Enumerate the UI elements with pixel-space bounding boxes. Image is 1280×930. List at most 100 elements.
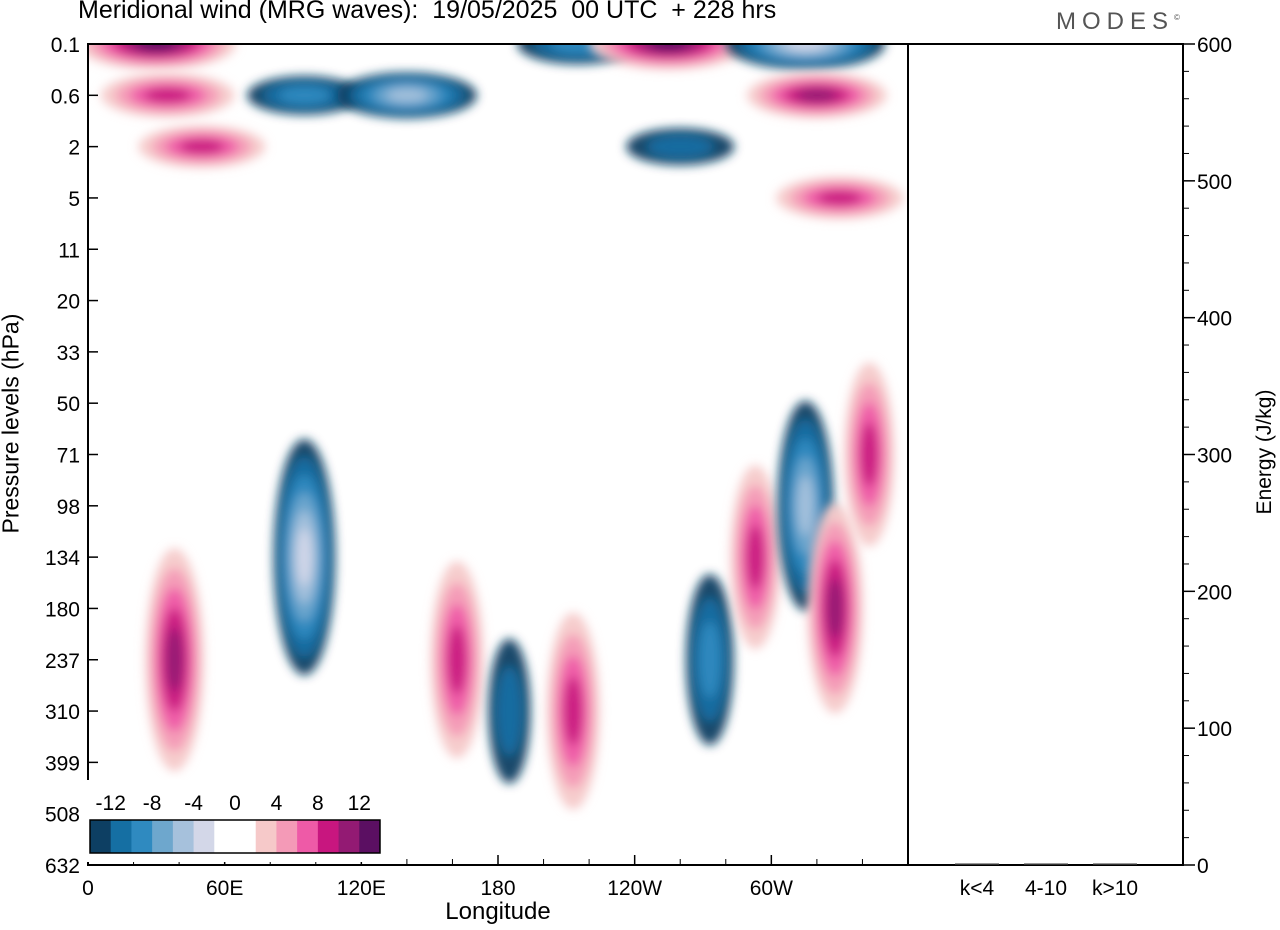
- y-tick-label: 98: [57, 496, 80, 519]
- y-tick-label: 11: [58, 239, 80, 262]
- heat-cell-11: [145, 548, 204, 772]
- heat-contour: [278, 86, 330, 104]
- energy-tick-label: 500: [1197, 171, 1232, 194]
- heat-contour: [647, 135, 714, 159]
- heat-contour: [796, 88, 837, 102]
- energy-category-label: k>10: [1092, 877, 1138, 900]
- energy-tick-label: 400: [1197, 308, 1232, 331]
- y-tick-label: 5: [68, 188, 80, 211]
- heat-cell-3: [247, 75, 362, 115]
- colorbar-label: 0: [229, 792, 241, 815]
- colorbar-frame: [89, 819, 381, 854]
- y-tick-label: 2: [68, 137, 80, 160]
- colorbar-label: 4: [271, 792, 283, 815]
- heatmap-field: [88, 44, 904, 810]
- chart-title: Meridional wind (MRG waves): 19/05/2025 …: [78, 0, 777, 24]
- y-tick-label: 134: [45, 547, 80, 570]
- y-tick-label: 237: [45, 650, 80, 673]
- heat-contour: [144, 87, 191, 104]
- x-tick-label: 0: [82, 877, 94, 900]
- colorbar-swatch: [255, 820, 277, 853]
- x-tick-label: 60E: [206, 877, 243, 900]
- y-tick-label: 399: [45, 752, 80, 775]
- heat-cell-9: [746, 72, 887, 119]
- heat-contour: [137, 44, 176, 51]
- heat-contour: [649, 44, 689, 51]
- colorbar-swatch: [338, 820, 360, 853]
- heat-contour: [496, 666, 523, 756]
- y-tick-label: 632: [45, 855, 80, 878]
- energy-tick-label: 100: [1197, 718, 1232, 741]
- y-tick-label: 71: [57, 445, 80, 468]
- colorbar-label: 12: [348, 792, 371, 815]
- colorbar-label: -4: [184, 792, 203, 815]
- heat-contour: [817, 190, 862, 206]
- energy-tick-label: 0: [1197, 855, 1209, 878]
- colorbar-swatch: [110, 820, 132, 853]
- heat-cell-10: [776, 176, 904, 220]
- heat-cell-13: [430, 561, 484, 759]
- heat-cell-1: [100, 73, 235, 118]
- heat-cell-0: [88, 44, 236, 70]
- heat-contour: [166, 627, 183, 692]
- energy-bar-k<4: [955, 863, 999, 865]
- y-tick-label: 180: [45, 598, 80, 621]
- heat-contour: [296, 528, 312, 586]
- energy-category-label: k<4: [960, 877, 995, 900]
- heat-cell-12: [273, 439, 336, 676]
- energy-category-label: 4-10: [1025, 877, 1067, 900]
- energy-tick-label: 300: [1197, 445, 1232, 468]
- heat-contour: [447, 625, 467, 695]
- colorbar-swatch: [276, 820, 298, 853]
- heat-contour: [179, 139, 224, 155]
- heat-cell-19: [807, 503, 864, 714]
- colorbar-label: -8: [143, 792, 162, 815]
- colorbar-swatch: [152, 820, 174, 853]
- heat-cell-7: [626, 128, 735, 166]
- heat-cell-14: [488, 638, 531, 784]
- heat-contour: [563, 676, 583, 746]
- energy-bar-4-10: [1024, 863, 1068, 865]
- energy-bar-k>10: [1093, 863, 1137, 865]
- colorbar-swatch: [172, 820, 195, 853]
- colorbar: -12 -8 -4 0 4 8 12: [86, 780, 386, 862]
- energy-tick-label: 200: [1197, 581, 1232, 604]
- axes: 0.1 0.6 2 5 11 20 33 50 71 98 134 180 237 310 399 508 63…: [45, 34, 1232, 900]
- energy-tick-label: 600: [1197, 34, 1232, 57]
- y-tick-label: 508: [45, 804, 80, 827]
- y-tick-label: 0.6: [51, 85, 80, 108]
- y-tick-label: 20: [57, 291, 80, 314]
- colorbar-swatch: [193, 820, 215, 853]
- x-tick-label: 120E: [337, 877, 386, 900]
- energy-bars: k<4 4-10 k>10: [955, 863, 1138, 900]
- heat-contour: [860, 422, 879, 487]
- heat-contour: [797, 475, 814, 536]
- colorbar-swatch: [317, 820, 340, 853]
- heat-contour: [699, 621, 721, 698]
- x-axis-title: Longitude: [445, 898, 551, 925]
- x-tick-label: 60W: [750, 877, 793, 900]
- colorbar-swatch: [297, 820, 319, 853]
- y-tick-label: 310: [45, 701, 80, 724]
- heat-cell-4: [336, 72, 477, 119]
- colorbar-swatch: [214, 820, 236, 853]
- heat-cell-6: [589, 44, 749, 70]
- x-tick-label: 120W: [607, 877, 662, 900]
- x-tick-label: 180: [480, 877, 515, 900]
- colorbar-label: 8: [312, 792, 324, 815]
- colorbar-swatch: [235, 820, 257, 853]
- heat-cell-17: [730, 465, 781, 650]
- modes-logo: MODES©: [1056, 8, 1180, 36]
- y-tick-label: 50: [57, 393, 80, 416]
- heat-cell-15: [546, 612, 600, 810]
- heat-contour: [827, 578, 844, 639]
- colorbar-label: -12: [96, 792, 126, 815]
- heat-cell-16: [686, 574, 734, 746]
- heat-cell-8: [725, 44, 886, 70]
- y-tick-label: 33: [57, 342, 80, 365]
- brand-mark: ©: [1174, 13, 1180, 22]
- colorbar-swatch: [359, 820, 381, 853]
- heat-cell-2: [138, 125, 266, 168]
- heat-contour: [786, 44, 825, 51]
